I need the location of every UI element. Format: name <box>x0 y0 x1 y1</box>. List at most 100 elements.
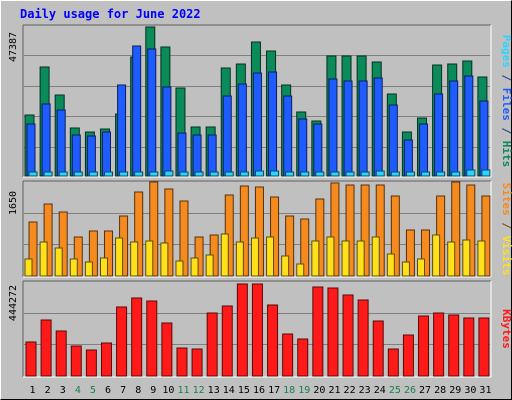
pages-bar <box>345 171 355 177</box>
sites-bar <box>421 229 431 277</box>
kbytes-bar <box>297 338 309 377</box>
sites-bar <box>345 184 355 277</box>
pages-bar <box>390 171 400 177</box>
day-label: 10 <box>162 385 174 396</box>
kbytes-bar <box>176 347 188 377</box>
visits-bar <box>205 254 214 277</box>
pages-bar <box>224 171 234 177</box>
sites-bar <box>315 198 325 277</box>
kbytes-bar <box>478 317 490 377</box>
sites-bar <box>73 236 83 277</box>
pages-bar <box>300 171 310 177</box>
files-bar <box>162 86 172 177</box>
visits-bar <box>266 236 275 277</box>
files-bar <box>419 123 429 177</box>
kbytes-bar <box>357 299 369 377</box>
files-bar <box>117 84 127 177</box>
files-bar <box>479 100 489 177</box>
day-label: 17 <box>268 385 280 396</box>
files-bar <box>358 80 368 177</box>
day-label: 22 <box>344 385 356 396</box>
kbytes-bar <box>387 348 399 377</box>
kbytes-bar <box>85 349 97 377</box>
kbytes-bar <box>342 294 354 377</box>
sites-bar <box>239 185 249 277</box>
kbytes-bar <box>251 283 263 377</box>
sites-bar <box>58 211 68 277</box>
pages-bar <box>239 171 249 177</box>
kbytes-bar <box>463 317 475 377</box>
kbytes-bar <box>191 348 203 377</box>
kbytes-bar <box>70 345 82 377</box>
pages-bar <box>421 171 431 177</box>
files-bar <box>373 77 383 177</box>
sites-bar <box>149 181 159 277</box>
sites-bar <box>451 181 461 277</box>
pages-bar <box>149 171 159 177</box>
pages-bar <box>103 171 113 177</box>
day-label: 26 <box>404 385 416 396</box>
legend-entry: Hits <box>500 141 512 168</box>
visits-bar <box>311 240 320 277</box>
legend-entry: KBytes <box>500 309 512 349</box>
visits-bar <box>401 261 410 277</box>
files-bar <box>207 134 217 177</box>
visits-bar <box>39 241 48 277</box>
visits-bar <box>462 239 471 277</box>
panel-legend: KBytes <box>500 309 512 349</box>
visits-bar <box>220 233 229 277</box>
visits-bar <box>356 240 365 277</box>
files-bar <box>328 78 338 177</box>
day-label: 15 <box>238 385 250 396</box>
files-bar <box>237 83 247 177</box>
visits-bar <box>84 261 93 277</box>
visits-bar <box>386 253 395 277</box>
legend-entry: Files <box>500 88 512 121</box>
files-bar <box>56 109 66 177</box>
pages-bar <box>330 171 340 177</box>
visits-bar <box>190 257 199 277</box>
sites-bar <box>194 236 204 277</box>
day-label: 27 <box>419 385 431 396</box>
files-bar <box>343 80 353 177</box>
kbytes-bar <box>448 314 460 377</box>
day-label: 3 <box>60 385 66 396</box>
day-label: 31 <box>479 385 491 396</box>
pages-bar <box>315 171 325 177</box>
visits-bar <box>281 255 290 277</box>
visits-bar <box>69 258 78 277</box>
visits-bar <box>326 236 335 277</box>
kbytes-bar <box>40 319 52 377</box>
sites-bar <box>330 182 340 277</box>
visits-bar <box>54 247 63 277</box>
sites-bar <box>88 230 98 277</box>
day-label: 20 <box>313 385 325 396</box>
visits-bar <box>24 258 33 277</box>
day-label: 6 <box>105 385 111 396</box>
sites-bar <box>466 184 476 277</box>
kbytes-bar <box>161 322 173 377</box>
visits-bar <box>432 234 441 277</box>
kbytes-bar <box>55 330 67 377</box>
files-bar <box>86 135 96 177</box>
pages-bar <box>360 171 370 177</box>
files-bar <box>26 123 36 177</box>
pages-bar <box>375 170 385 177</box>
visits-bar <box>296 263 305 277</box>
pages-bar <box>58 171 68 177</box>
day-label: 7 <box>120 385 126 396</box>
files-bar <box>434 93 444 177</box>
kbytes-bar <box>25 341 37 377</box>
day-label: 4 <box>75 385 81 396</box>
kbytes-bar <box>312 286 324 377</box>
files-bar <box>283 95 293 177</box>
kbytes-bar <box>372 320 384 377</box>
max-value-label: 444272 <box>8 285 19 321</box>
visits-bar <box>99 257 108 277</box>
kbytes-bar <box>433 312 445 377</box>
max-value-label: 47387 <box>8 32 19 62</box>
day-label: 19 <box>298 385 310 396</box>
visits-bar <box>160 242 169 277</box>
files-bar <box>192 134 202 177</box>
pages-bar <box>285 171 295 177</box>
